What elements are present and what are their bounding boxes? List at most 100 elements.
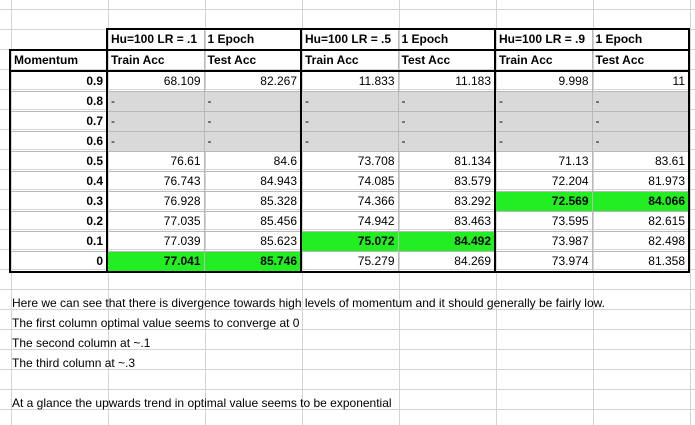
momentum-cell[interactable]: 0.4: [9, 171, 108, 192]
value-cell[interactable]: -: [397, 91, 496, 112]
table-row: 0.8- - - - - -: [9, 91, 690, 112]
value-cell[interactable]: 85.623: [203, 231, 302, 252]
value-cell[interactable]: 76.743: [106, 171, 205, 192]
value-cell[interactable]: 84.6: [203, 151, 302, 172]
value-cell[interactable]: 68.109: [106, 70, 205, 92]
optimal-value-cell[interactable]: 75.072: [300, 231, 399, 252]
value-cell[interactable]: -: [106, 111, 205, 132]
value-cell[interactable]: -: [300, 131, 399, 152]
value-cell[interactable]: -: [203, 131, 302, 152]
momentum-cell[interactable]: 0.5: [9, 151, 108, 172]
value-cell[interactable]: 76.61: [106, 151, 205, 172]
note-line[interactable]: The third column at ~.3: [12, 356, 136, 370]
accuracy-header[interactable]: Train Acc: [106, 49, 205, 72]
accuracy-header[interactable]: Test Acc: [203, 49, 302, 72]
group-title-cell[interactable]: Hu=100 LR = .5: [300, 28, 399, 51]
value-cell[interactable]: 73.987: [494, 231, 593, 252]
value-cell[interactable]: -: [591, 131, 690, 152]
value-cell[interactable]: 76.928: [106, 191, 205, 212]
value-cell[interactable]: 81.358: [591, 251, 690, 273]
value-cell[interactable]: 85.328: [203, 191, 302, 212]
table-row: 0 77.041 85.746 75.279 84.269 73.974 81.358: [9, 251, 690, 273]
momentum-header[interactable]: Momentum: [9, 49, 108, 72]
optimal-value-cell[interactable]: 72.569: [494, 191, 593, 212]
value-cell[interactable]: -: [591, 111, 690, 132]
table-row: 0.3 76.928 85.328 74.366 83.292 72.569 84.066: [9, 191, 690, 212]
momentum-cell[interactable]: 0.2: [9, 211, 108, 232]
value-cell[interactable]: 83.579: [397, 171, 496, 192]
accuracy-header[interactable]: Train Acc: [494, 49, 593, 72]
value-cell[interactable]: 11: [591, 70, 690, 92]
value-cell[interactable]: 85.456: [203, 211, 302, 232]
value-cell[interactable]: 73.974: [494, 251, 593, 273]
value-cell[interactable]: 74.366: [300, 191, 399, 212]
value-cell[interactable]: 73.595: [494, 211, 593, 232]
value-cell[interactable]: 77.035: [106, 211, 205, 232]
note-line[interactable]: The second column at ~.1: [12, 336, 151, 350]
value-cell[interactable]: -: [203, 111, 302, 132]
note-line[interactable]: At a glance the upwards trend in optimal…: [12, 396, 392, 410]
table-row: 0.9 68.109 82.267 11.833 11.183 9.998 11: [9, 70, 690, 92]
momentum-cell[interactable]: 0.3: [9, 191, 108, 212]
note-line[interactable]: The first column optimal value seems to …: [12, 316, 300, 330]
optimal-value-cell[interactable]: 84.492: [397, 231, 496, 252]
value-cell[interactable]: 83.61: [591, 151, 690, 172]
value-cell[interactable]: 82.615: [591, 211, 690, 232]
value-cell[interactable]: -: [300, 111, 399, 132]
momentum-cell[interactable]: 0.1: [9, 231, 108, 252]
table-row: 0.5 76.61 84.6 73.708 81.134 71.13 83.61: [9, 151, 690, 172]
momentum-cell[interactable]: 0.8: [9, 91, 108, 112]
empty-cell[interactable]: [10, 29, 107, 50]
group-title-cell[interactable]: Hu=100 LR = .1: [106, 28, 205, 51]
value-cell[interactable]: 74.085: [300, 171, 399, 192]
table-row: 0.4 76.743 84.943 74.085 83.579 72.204 81.973: [9, 171, 690, 192]
value-cell[interactable]: 83.463: [397, 211, 496, 232]
momentum-cell[interactable]: 0.9: [9, 70, 108, 92]
value-cell[interactable]: -: [494, 131, 593, 152]
value-cell[interactable]: -: [203, 91, 302, 112]
group-title-cell[interactable]: Hu=100 LR = .9: [494, 28, 593, 51]
value-cell[interactable]: 83.292: [397, 191, 496, 212]
optimal-value-cell[interactable]: 85.746: [203, 251, 302, 273]
value-cell[interactable]: 11.833: [300, 70, 399, 92]
value-cell[interactable]: 74.942: [300, 211, 399, 232]
value-cell[interactable]: 71.13: [494, 151, 593, 172]
value-cell[interactable]: -: [106, 131, 205, 152]
momentum-cell[interactable]: 0.7: [9, 111, 108, 132]
momentum-cell[interactable]: 0.6: [9, 131, 108, 152]
value-cell[interactable]: 9.998: [494, 70, 593, 92]
value-cell[interactable]: 11.183: [397, 70, 496, 92]
note-line[interactable]: [12, 373, 692, 393]
accuracy-header[interactable]: Test Acc: [591, 49, 690, 72]
value-cell[interactable]: 73.708: [300, 151, 399, 172]
value-cell[interactable]: 84.943: [203, 171, 302, 192]
value-cell[interactable]: 75.279: [300, 251, 399, 273]
value-cell[interactable]: -: [494, 111, 593, 132]
group-header-row: Hu=100 LR = .1 1 Epoch Hu=100 LR = .5 1 Epo…: [10, 28, 690, 51]
value-cell[interactable]: -: [591, 91, 690, 112]
group-epoch-cell[interactable]: 1 Epoch: [203, 28, 302, 51]
group-epoch-cell[interactable]: 1 Epoch: [397, 28, 496, 51]
value-cell[interactable]: -: [494, 91, 593, 112]
value-cell[interactable]: 81.973: [591, 171, 690, 192]
value-cell[interactable]: -: [106, 91, 205, 112]
value-cell[interactable]: 82.498: [591, 231, 690, 252]
optimal-value-cell[interactable]: 84.066: [591, 191, 690, 212]
value-cell[interactable]: 81.134: [397, 151, 496, 172]
optimal-value-cell[interactable]: 77.041: [106, 251, 205, 273]
group-epoch-cell[interactable]: 1 Epoch: [591, 28, 690, 51]
value-cell[interactable]: 84.269: [397, 251, 496, 273]
value-cell[interactable]: -: [397, 131, 496, 152]
accuracy-header[interactable]: Test Acc: [397, 49, 496, 72]
value-cell[interactable]: -: [397, 111, 496, 132]
results-table: Hu=100 LR = .1 1 Epoch Hu=100 LR = .5 1 Epo…: [9, 28, 690, 273]
value-cell[interactable]: 72.204: [494, 171, 593, 192]
table-row: 0.6- - - - - -: [9, 131, 690, 152]
value-cell[interactable]: 82.267: [203, 70, 302, 92]
note-line[interactable]: Here we can see that there is divergence…: [12, 296, 605, 310]
value-cell[interactable]: 77.039: [106, 231, 205, 252]
accuracy-header[interactable]: Train Acc: [300, 49, 399, 72]
value-cell[interactable]: -: [300, 91, 399, 112]
notes-section: Here we can see that there is divergence…: [12, 293, 692, 413]
momentum-cell[interactable]: 0: [9, 251, 108, 273]
